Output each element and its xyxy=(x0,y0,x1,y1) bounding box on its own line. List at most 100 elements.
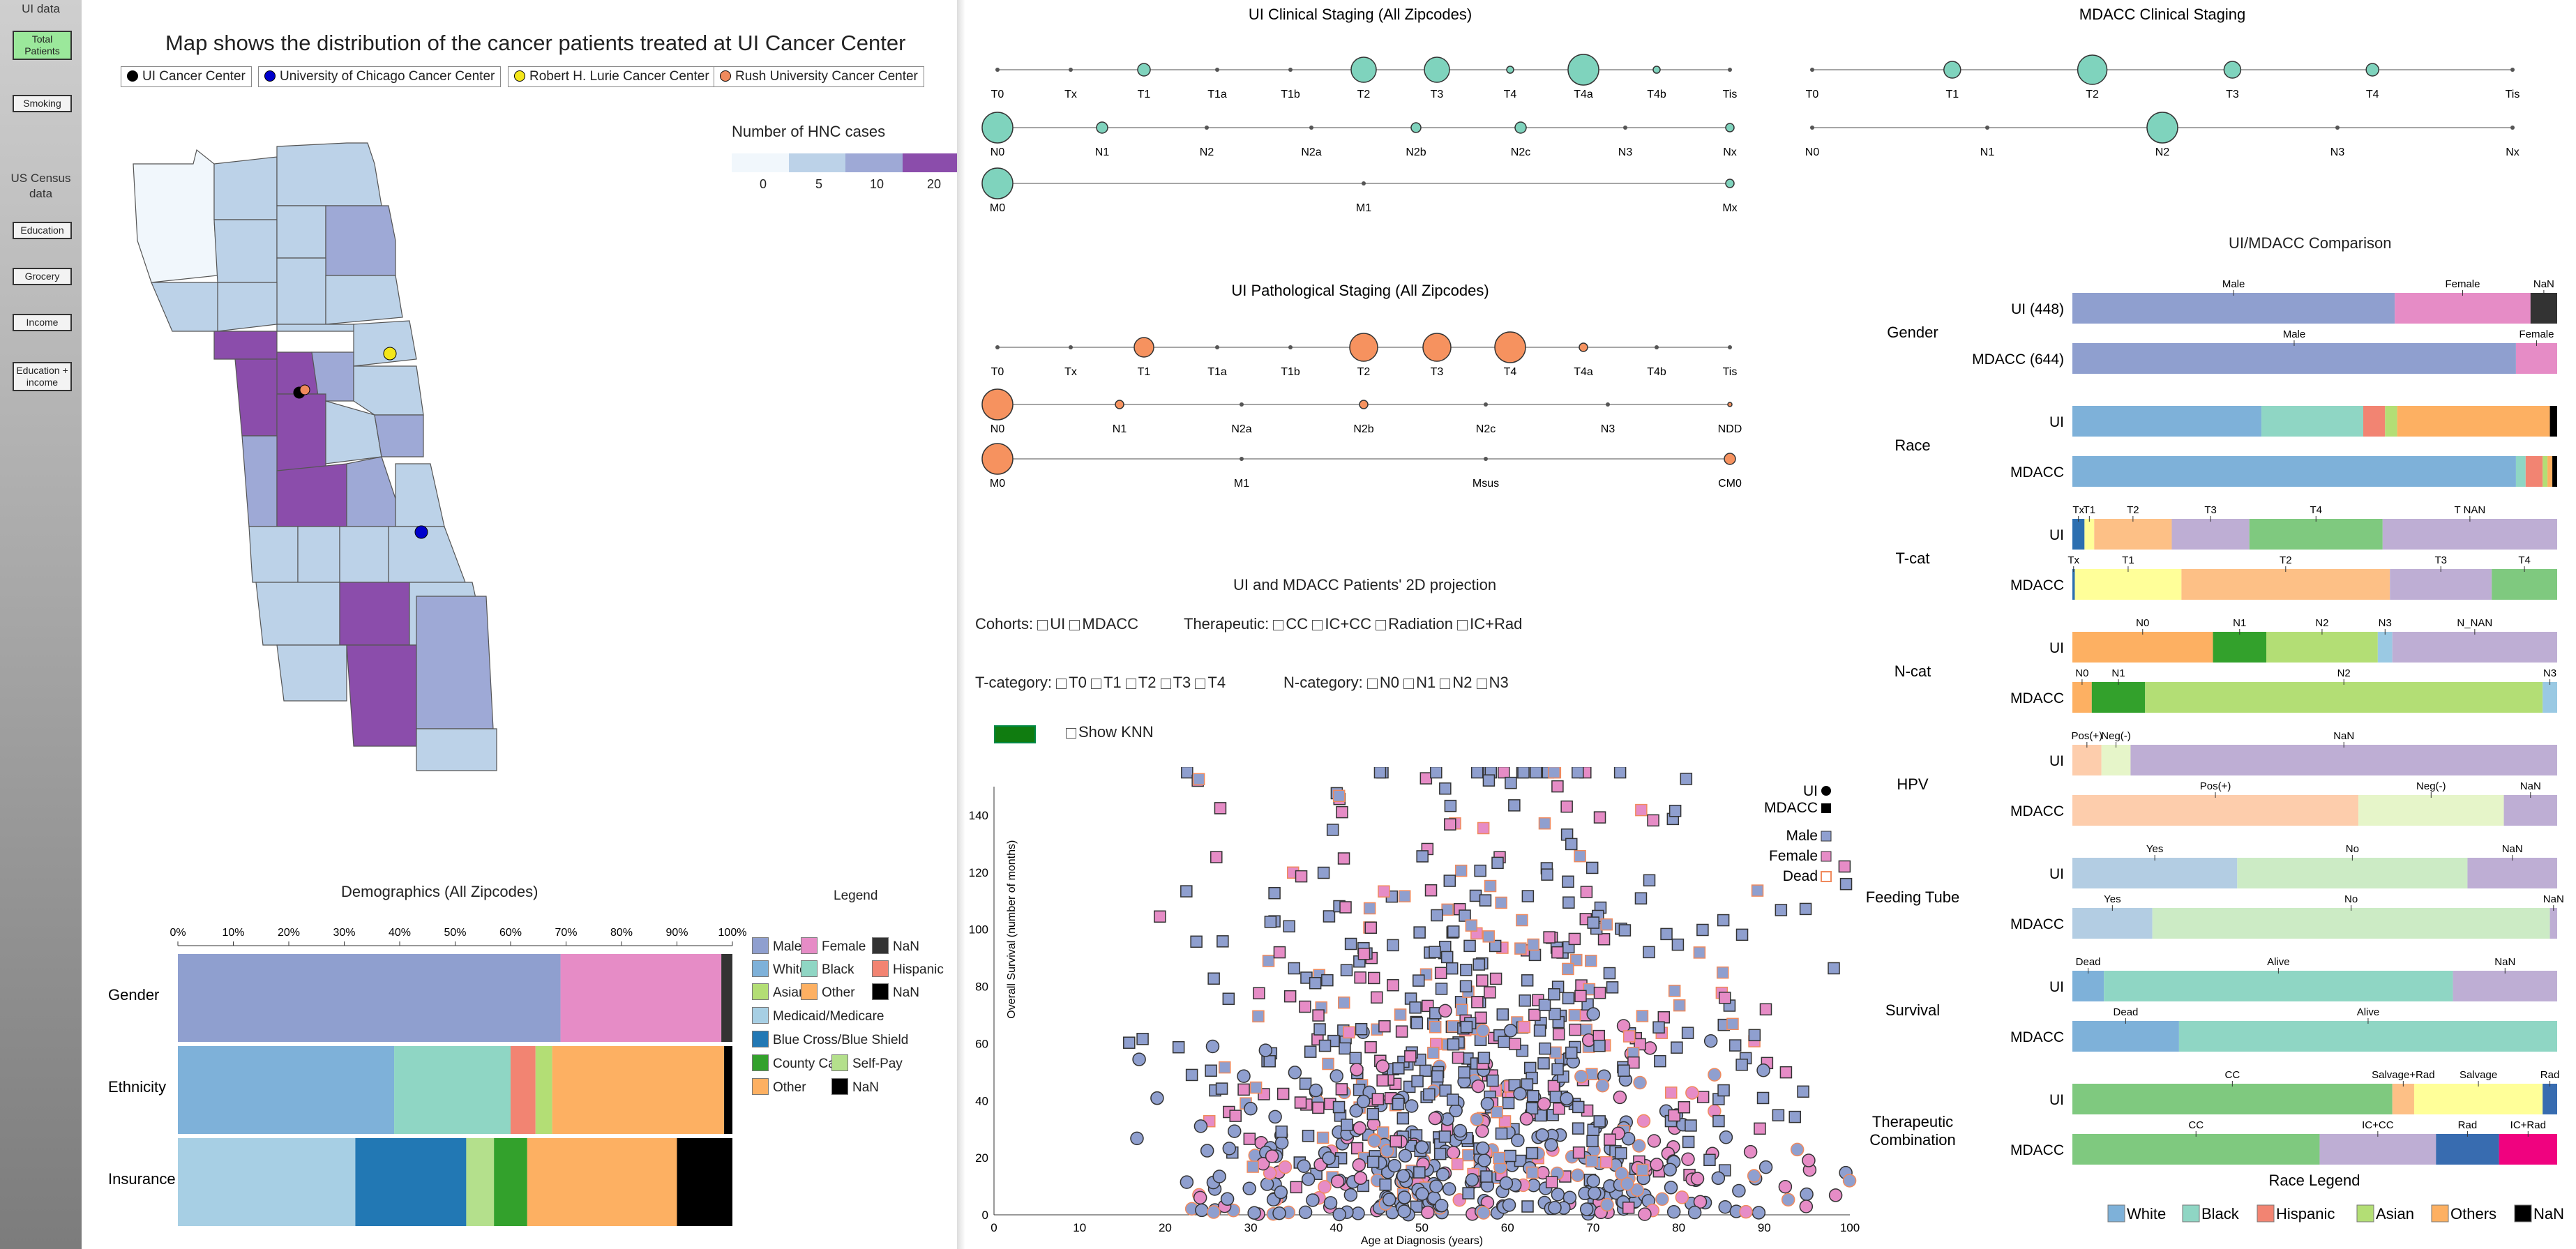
total-patients-button[interactable]: Total Patients xyxy=(13,31,72,60)
apply-button[interactable]: Apply xyxy=(994,725,1036,743)
ncat-n1-checkbox[interactable] xyxy=(1403,679,1415,689)
staging-label: N1 xyxy=(1113,423,1127,435)
cmp-bar-segment xyxy=(2213,632,2266,663)
mdacc-point xyxy=(1433,1147,1447,1160)
demo-row-label: Ethnicity xyxy=(108,1078,166,1096)
ncat-n2-checkbox[interactable] xyxy=(1440,679,1451,689)
x-tick-label: 100 xyxy=(1840,1221,1860,1234)
mdacc-point xyxy=(1477,822,1490,835)
ui-point xyxy=(1615,1167,1629,1181)
demo-bar-segment xyxy=(394,1046,511,1134)
ui-point xyxy=(1429,1179,1443,1193)
legend-swatch xyxy=(752,1078,769,1095)
mdacc-point xyxy=(1572,1100,1585,1114)
staging-dot xyxy=(1652,66,1661,74)
mdacc-point xyxy=(1562,962,1574,976)
ther-cc-checkbox[interactable] xyxy=(1273,620,1284,630)
tcat-t1-checkbox[interactable] xyxy=(1090,679,1101,689)
mdacc-point xyxy=(1565,838,1578,851)
smoking-button[interactable]: Smoking xyxy=(13,95,72,112)
y-tick-label: 120 xyxy=(970,866,988,879)
mdacc-point xyxy=(1521,974,1534,987)
staging-dot xyxy=(2335,126,2340,130)
cmp-row-label: MDACC xyxy=(2010,1029,2064,1045)
ui-point xyxy=(1397,1204,1411,1218)
cmp-group-label: Race xyxy=(1895,437,1930,454)
rush-marker[interactable] xyxy=(299,384,310,395)
mdacc-point xyxy=(1317,866,1330,879)
tcat-t4-checkbox[interactable] xyxy=(1195,679,1206,689)
legend-label: Self-Pay xyxy=(852,1057,903,1071)
mdacc-point xyxy=(1253,987,1265,999)
cohort-ui-checkbox[interactable] xyxy=(1037,620,1048,630)
mdacc-point xyxy=(1618,924,1632,937)
legend-uchicago-cancer-center[interactable]: University of Chicago Cancer Center xyxy=(258,66,502,87)
mdacc-point xyxy=(1404,1050,1417,1063)
ncat-n0-checkbox[interactable] xyxy=(1366,679,1378,689)
cohort-mdacc-checkbox[interactable] xyxy=(1069,620,1080,630)
cmp-seg-label: Alive xyxy=(2357,1006,2380,1018)
cmp-bar-segment xyxy=(2390,569,2492,600)
mdacc-point xyxy=(1665,1087,1678,1099)
cmp-row-label: MDACC xyxy=(2010,1142,2064,1158)
ui-point xyxy=(1477,1153,1491,1167)
legend-ui-cancer-center[interactable]: UI Cancer Center xyxy=(121,66,252,87)
education-button[interactable]: Education xyxy=(13,222,72,239)
legend-lurie-cancer-center[interactable]: Robert H. Lurie Cancer Center xyxy=(508,66,716,87)
ui-point xyxy=(1703,1034,1718,1048)
ther-iccc-checkbox[interactable] xyxy=(1312,620,1323,630)
mdacc-point xyxy=(1268,886,1281,900)
mdacc-point xyxy=(1322,1057,1334,1070)
cmp-group-label: HPV xyxy=(1897,775,1929,793)
demo-bar-segment xyxy=(466,1138,495,1226)
staging-dot xyxy=(1115,400,1124,409)
mdacc-point xyxy=(1549,1091,1562,1103)
mdacc-point xyxy=(1321,974,1334,987)
cmp-bar-segment xyxy=(2515,343,2557,374)
scatter-plot[interactable]: 0 10 20 30 40 50 60 70 80 90 100 0 20 40 60 80 100 120 140… xyxy=(970,767,1876,1249)
cmp-bar-segment xyxy=(2152,908,2550,939)
staging-label: Nx xyxy=(2506,146,2519,158)
ther-rad-checkbox[interactable] xyxy=(1376,620,1387,630)
grocery-button[interactable]: Grocery xyxy=(13,268,72,285)
ui-point xyxy=(1571,1168,1585,1182)
ui-point xyxy=(1790,1142,1805,1157)
uchicago-marker[interactable] xyxy=(414,525,428,539)
demographics-legend-title: Legend xyxy=(834,888,878,903)
income-button[interactable]: Income xyxy=(13,314,72,331)
staging-label: T3 xyxy=(1431,89,1444,100)
staging-label: M0 xyxy=(990,478,1005,490)
tcat-t2-checkbox[interactable] xyxy=(1125,679,1136,689)
demo-bar-segment xyxy=(552,1046,725,1134)
cmp-group-label: T-cat xyxy=(1896,550,1930,567)
cmp-seg-label: Rad xyxy=(2458,1119,2478,1131)
legend-label: Blue Cross/Blue Shield xyxy=(773,1033,909,1047)
ui-point xyxy=(1356,1094,1371,1109)
legend-rush-cancer-center[interactable]: Rush University Cancer Center xyxy=(714,66,924,87)
ncat-n3-checkbox[interactable] xyxy=(1476,679,1487,689)
chicago-map[interactable] xyxy=(116,136,626,778)
staging-label: NDD xyxy=(1718,423,1742,435)
mdacc-point xyxy=(1528,1008,1541,1022)
staging-label: T4 xyxy=(1504,366,1517,378)
mdacc-point xyxy=(1431,909,1443,922)
tcat-t0-checkbox[interactable] xyxy=(1056,679,1067,689)
mdacc-point xyxy=(1288,962,1301,975)
lurie-marker[interactable] xyxy=(383,347,397,361)
mdacc-point xyxy=(1429,946,1441,958)
x-tick-label: 10 xyxy=(1073,1221,1086,1234)
staging-label: N1 xyxy=(1095,146,1110,158)
staging-dot xyxy=(2146,112,2178,144)
education-income-button[interactable]: Education + income xyxy=(13,362,72,391)
legend-label: Other xyxy=(773,1080,806,1095)
staging-dot xyxy=(1309,126,1313,130)
ui-point xyxy=(1274,1185,1288,1199)
staging-dot xyxy=(995,68,1000,72)
ui-point xyxy=(1732,1183,1746,1198)
show-knn-checkbox[interactable] xyxy=(1066,728,1076,739)
tcat-t3-checkbox[interactable] xyxy=(1160,679,1171,689)
mdacc-point xyxy=(1364,921,1378,934)
legend-label: Black xyxy=(822,962,854,977)
ther-icrad-checkbox[interactable] xyxy=(1457,620,1468,630)
demo-bar-segment xyxy=(178,1046,395,1134)
